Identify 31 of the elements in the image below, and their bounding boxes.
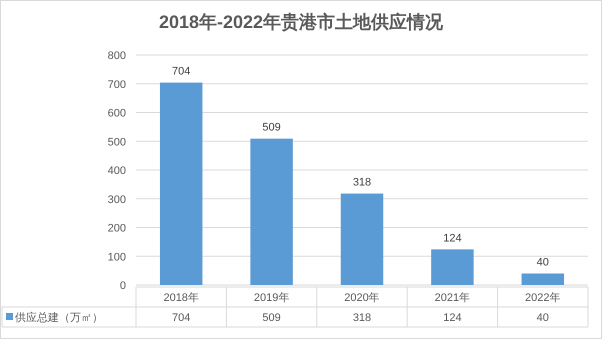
- x-tick-label: 2019年: [254, 292, 290, 304]
- y-tick-label: 0: [120, 280, 126, 292]
- bar: [522, 274, 564, 285]
- value-label: 318: [352, 176, 372, 189]
- x-tick-label: 2018年: [163, 292, 199, 304]
- value-label: 40: [536, 256, 549, 268]
- x-tick-label: 2022年: [525, 292, 561, 304]
- y-tick-label: 800: [108, 50, 126, 62]
- y-tick-label: 300: [108, 194, 126, 206]
- legend-label: 供应总建（万㎡）: [15, 311, 103, 324]
- y-tick-label: 100: [108, 251, 126, 264]
- table-cell: 318: [352, 312, 372, 324]
- table-cell: 704: [172, 312, 190, 324]
- y-tick-label: 500: [108, 136, 126, 148]
- bar: [250, 138, 293, 285]
- y-tick-label: 600: [108, 108, 126, 120]
- bar: [431, 249, 474, 285]
- y-tick-label: 400: [108, 165, 126, 177]
- table-cell: 40: [536, 312, 549, 324]
- x-tick-label: 2021年: [434, 292, 470, 304]
- table-cell: 124: [443, 312, 462, 324]
- table-cell: 509: [262, 312, 281, 324]
- y-tick-label: 200: [108, 222, 126, 234]
- x-tick-label: 2020年: [344, 292, 380, 304]
- value-label: 124: [443, 232, 462, 244]
- title: 2018年-2022年贵港市土地供应情况: [158, 12, 444, 32]
- bar: [160, 82, 202, 285]
- y-tick-label: 700: [108, 78, 126, 91]
- bar: [340, 194, 384, 285]
- value-label: 704: [172, 66, 190, 78]
- value-label: 509: [262, 122, 281, 134]
